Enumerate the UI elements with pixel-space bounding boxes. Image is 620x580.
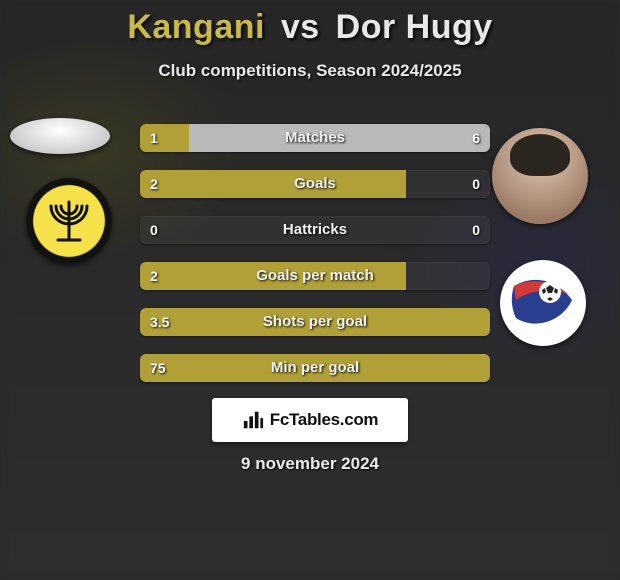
stat-value-left: 1 bbox=[140, 124, 168, 152]
stat-row: 3.5Shots per goal bbox=[140, 308, 490, 336]
stat-row: 16Matches bbox=[140, 124, 490, 152]
stat-rows: 16Matches20Goals00Hattricks2Goals per ma… bbox=[140, 124, 490, 400]
subtitle: Club competitions, Season 2024/2025 bbox=[0, 61, 620, 81]
brand-text: FcTables.com bbox=[270, 410, 379, 430]
stat-fill-left bbox=[140, 262, 406, 290]
player-right-avatar bbox=[492, 128, 588, 224]
stat-fill-left bbox=[140, 170, 406, 198]
stat-value-right bbox=[470, 308, 490, 336]
stat-value-right bbox=[470, 354, 490, 382]
player-right-name: Dor Hugy bbox=[336, 8, 493, 46]
stat-value-left: 0 bbox=[140, 216, 168, 244]
stat-row: 20Goals bbox=[140, 170, 490, 198]
stat-row: 0 0Hattricks bbox=[140, 216, 490, 244]
brand-badge: FcTables.com bbox=[212, 398, 408, 442]
stat-row: 75Min per goal bbox=[140, 354, 490, 382]
player-left-avatar bbox=[10, 118, 110, 154]
date-label: 9 november 2024 bbox=[0, 454, 620, 474]
page-title: Kangani vs Dor Hugy bbox=[0, 0, 620, 47]
stat-value-right: 0 bbox=[462, 216, 490, 244]
stat-value-left: 2 bbox=[140, 262, 168, 290]
player-left-name: Kangani bbox=[127, 8, 265, 46]
club-right-badge bbox=[500, 260, 586, 346]
stat-value-right: 6 bbox=[462, 124, 490, 152]
stat-value-left: 3.5 bbox=[140, 308, 179, 336]
stat-value-left: 2 bbox=[140, 170, 168, 198]
ball-swoosh-icon bbox=[510, 270, 576, 336]
vs-label: vs bbox=[281, 8, 320, 46]
bars-icon bbox=[242, 409, 264, 431]
infographic: Kangani vs Dor Hugy Club competitions, S… bbox=[0, 0, 620, 580]
stat-fill-left bbox=[140, 308, 490, 336]
club-left-badge bbox=[26, 178, 112, 264]
stat-value-left: 75 bbox=[140, 354, 176, 382]
menorah-icon bbox=[44, 196, 94, 246]
stat-row: 2Goals per match bbox=[140, 262, 490, 290]
stat-label: Hattricks bbox=[140, 216, 490, 244]
stat-fill-right bbox=[189, 124, 490, 152]
stat-value-right bbox=[470, 262, 490, 290]
stat-fill-left bbox=[140, 354, 490, 382]
stat-value-right: 0 bbox=[462, 170, 490, 198]
